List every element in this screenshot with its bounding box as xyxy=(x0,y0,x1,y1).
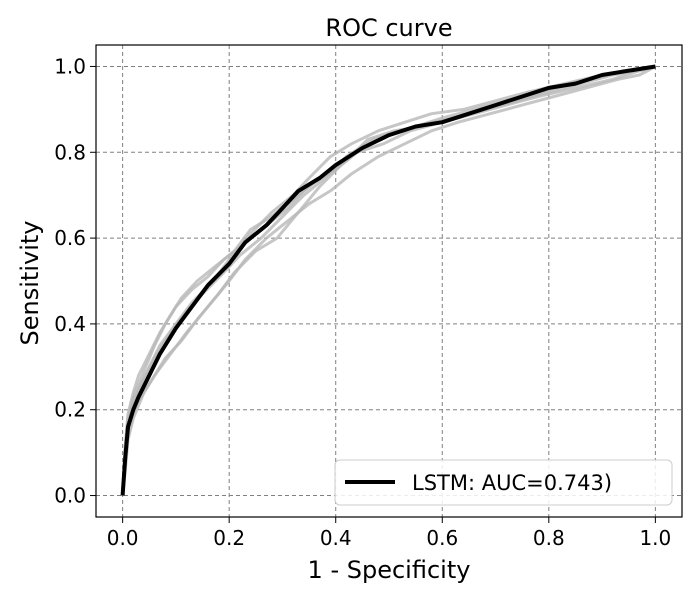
fold-curve-5 xyxy=(121,65,657,496)
y-tick-label-0: 0.0 xyxy=(54,484,86,508)
y-tick-label-4: 0.8 xyxy=(54,140,86,164)
legend-entry: LSTM: AUC=0.743) xyxy=(412,471,612,495)
x-tick-label-3: 0.6 xyxy=(426,526,458,550)
x-tick-label-5: 1.0 xyxy=(639,526,671,550)
chart-title: ROC curve xyxy=(325,14,452,42)
x-tick-label-2: 0.4 xyxy=(320,526,352,550)
lstm-curve xyxy=(120,64,656,496)
y-tick-label-5: 1.0 xyxy=(54,54,86,78)
y-tick-label-1: 0.2 xyxy=(54,398,86,422)
fold-curve-6 xyxy=(121,65,656,496)
legend-box xyxy=(334,459,673,506)
y-axis-label: Sensitivity xyxy=(16,221,44,346)
x-tick-label-4: 0.8 xyxy=(533,526,565,550)
legend: LSTM: AUC=0.743) xyxy=(334,459,673,506)
y-tick-label-3: 0.6 xyxy=(54,226,86,250)
main-curve xyxy=(120,64,656,496)
x-tick-label-0: 0.0 xyxy=(107,526,139,550)
axis-ticks: 0.0 0.2 0.4 0.6 0.8 1.0 0.0 0.2 0.4 0.6 0.8 1.0 xyxy=(54,54,671,550)
fold-curves xyxy=(121,65,657,496)
grid xyxy=(96,45,682,517)
plot-area xyxy=(95,44,683,518)
x-axis-label: 1 - Specificity xyxy=(308,556,471,584)
y-tick-label-2: 0.4 xyxy=(54,312,86,336)
x-tick-label-1: 0.2 xyxy=(213,526,245,550)
